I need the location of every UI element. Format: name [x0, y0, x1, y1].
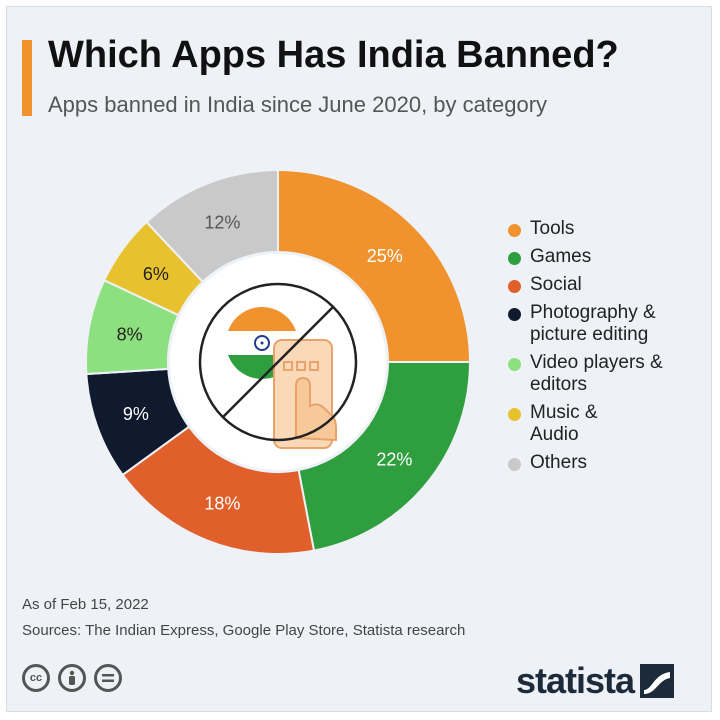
legend-item: Social [508, 274, 708, 296]
legend-swatch [508, 224, 521, 237]
attribution-icon[interactable] [58, 664, 86, 692]
no-derivatives-icon[interactable] [94, 664, 122, 692]
legend-swatch [508, 252, 521, 265]
sources-note: Sources: The Indian Express, Google Play… [22, 622, 466, 639]
statista-logo[interactable]: statista [516, 660, 675, 702]
slice-label-0: 25% [367, 246, 403, 266]
legend-label: Games [530, 246, 592, 267]
slice-label-4: 8% [117, 325, 143, 345]
legend-item: Others [508, 452, 708, 474]
legend-item: Games [508, 246, 708, 268]
banned-india-app-icon [170, 254, 386, 470]
legend-label: Music & Audio [530, 402, 598, 445]
title-accent-bar [22, 40, 32, 116]
slice-0 [277, 168, 472, 363]
legend-item: Photography & picture editing [508, 302, 708, 346]
as-of-date: As of Feb 15, 2022 [22, 596, 149, 613]
slice-label-5: 6% [143, 264, 169, 284]
legend-swatch [508, 308, 521, 321]
legend-item: Tools [508, 218, 708, 240]
cc-icon[interactable]: cc [22, 664, 50, 692]
slice-1 [297, 361, 472, 552]
legend-label: Video players & editors [530, 352, 663, 395]
license-icons: cc [22, 664, 122, 692]
chart-legend: Tools Games Social Photography & picture ed… [508, 218, 708, 480]
slice-label-3: 9% [123, 404, 149, 424]
legend-swatch [508, 458, 521, 471]
brand-name: statista [516, 660, 635, 701]
legend-swatch [508, 280, 521, 293]
page-subtitle: Apps banned in India since June 2020, by… [48, 92, 548, 117]
legend-label: Tools [530, 218, 575, 239]
legend-item: Video players & editors [508, 352, 708, 396]
statista-mark-icon [640, 664, 675, 698]
slice-label-6: 12% [204, 213, 240, 233]
slice-6 [145, 168, 279, 284]
legend-item: Music & Audio [508, 402, 708, 446]
legend-label: Social [530, 274, 582, 295]
page-title: Which Apps Has India Banned? [48, 34, 619, 76]
legend-label: Photography & picture editing [530, 302, 656, 345]
slice-label-2: 18% [204, 493, 240, 513]
slice-label-1: 22% [376, 449, 412, 469]
legend-label: Others [530, 452, 588, 473]
legend-swatch [508, 358, 521, 371]
legend-swatch [508, 408, 521, 421]
